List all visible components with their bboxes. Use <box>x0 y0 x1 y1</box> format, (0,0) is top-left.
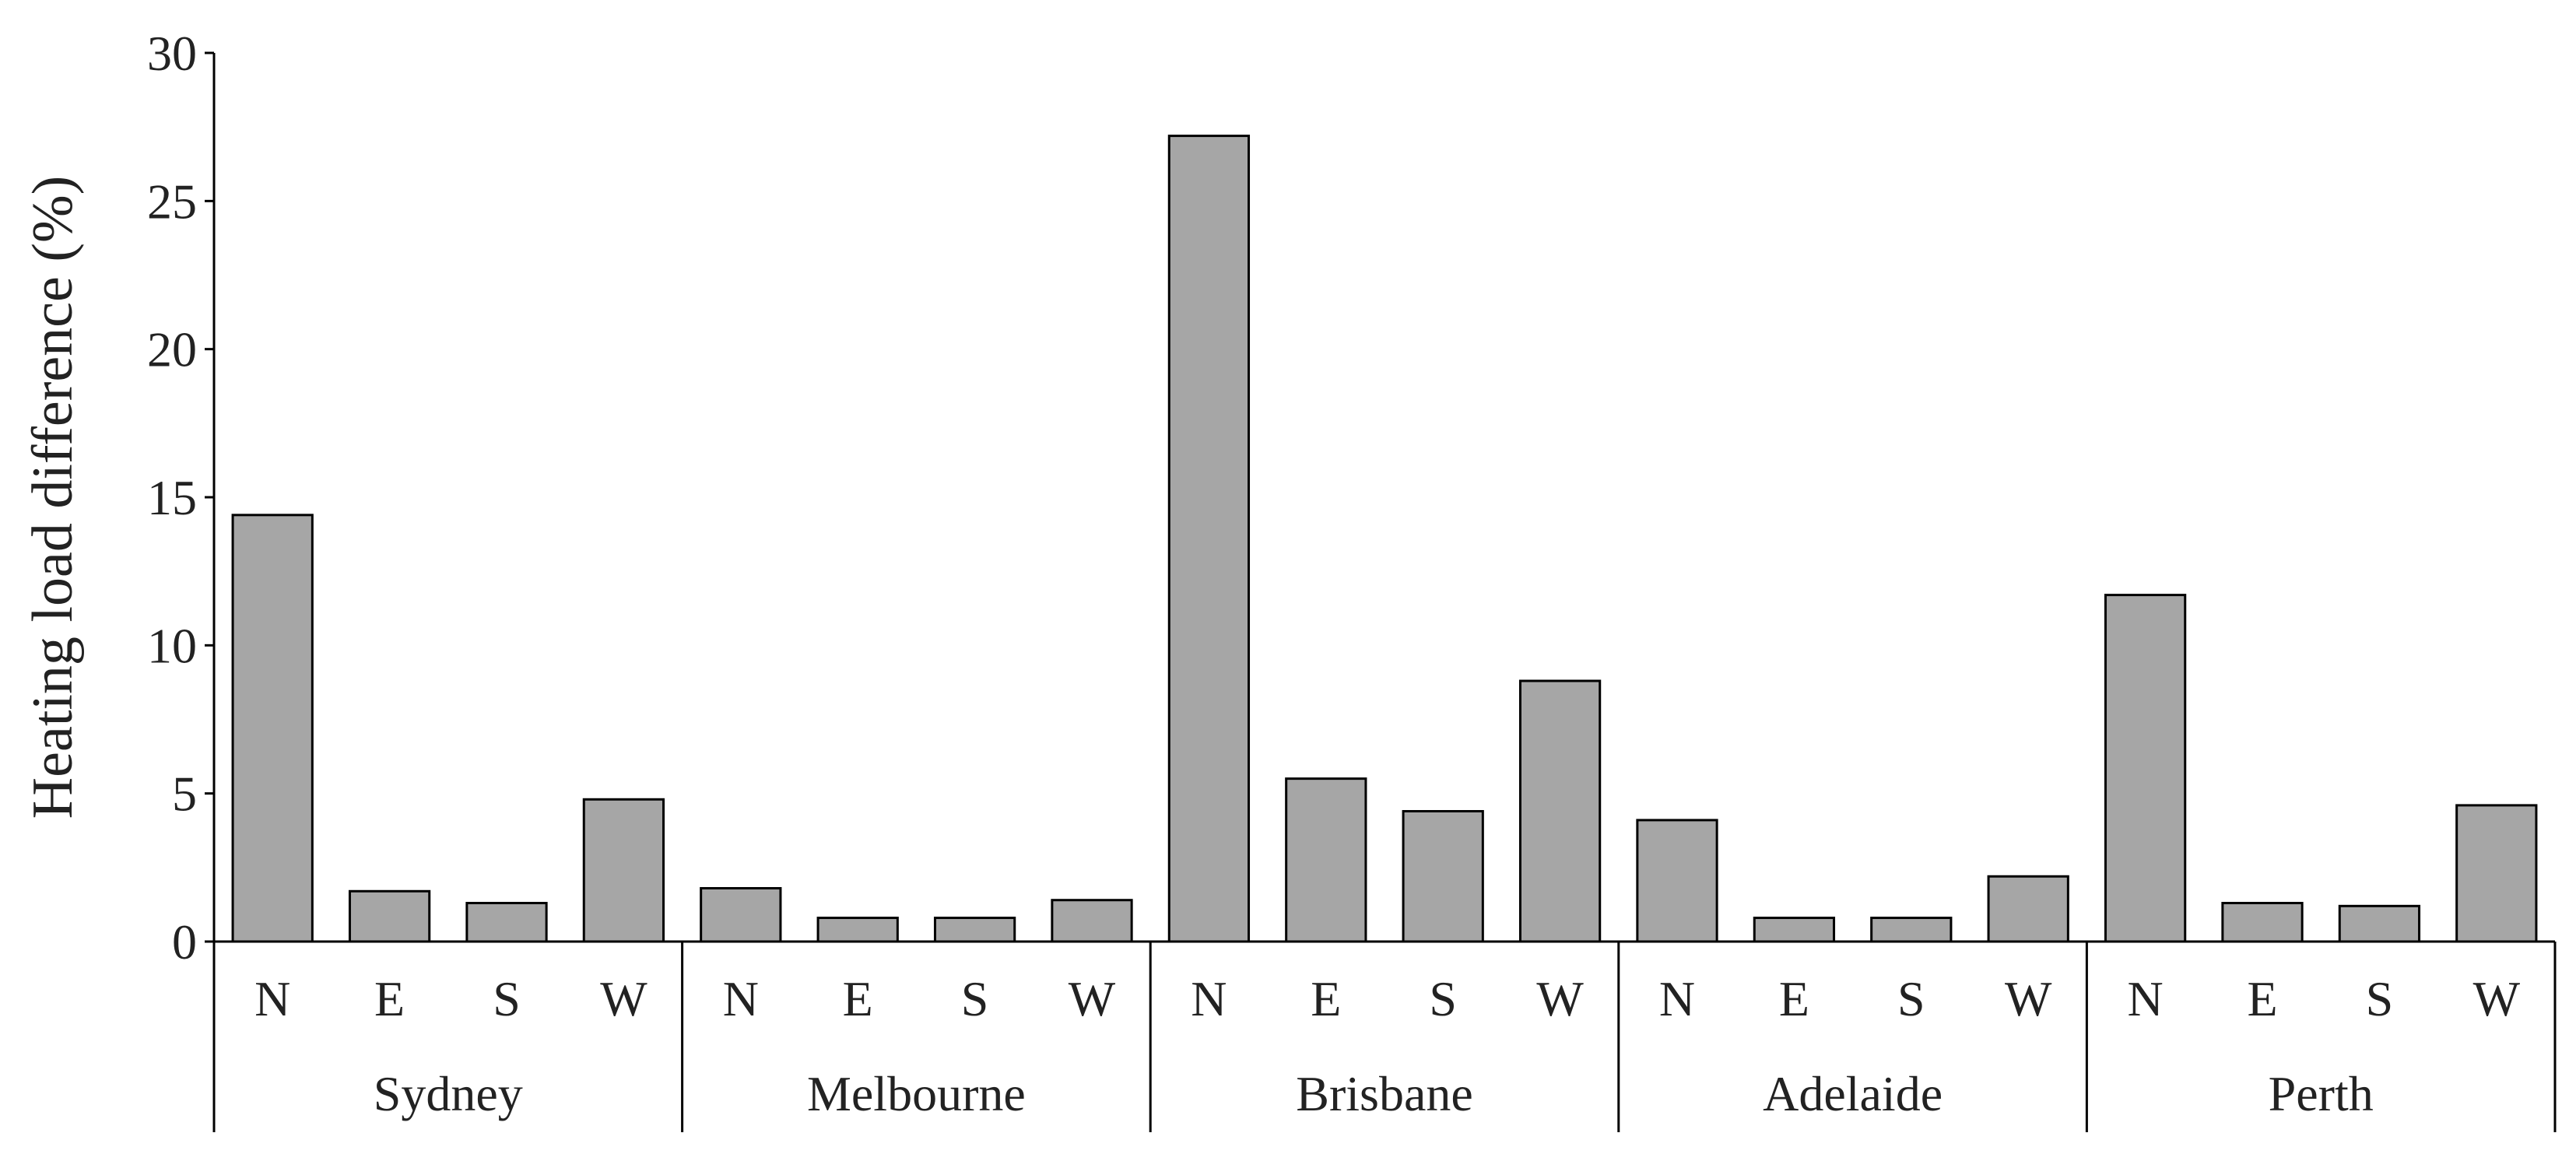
bar-perth-s <box>2338 904 2421 943</box>
x-axis-labels: N E S W Sydney N E S W Melbourne N E S W Brisbane N E S W A… <box>254 971 2521 1121</box>
bar-perth-w <box>2455 804 2538 943</box>
bar-sydney-e <box>348 889 431 943</box>
bars <box>231 135 2538 943</box>
bar-adelaide-e <box>1753 917 1836 943</box>
x-group-label: Perth <box>2269 1066 2374 1121</box>
x-category-label: N <box>254 971 290 1026</box>
bar-adelaide-s <box>1870 917 1953 943</box>
y-tick-label: 10 <box>147 618 197 673</box>
x-group-label: Sydney <box>374 1066 523 1121</box>
y-tick-label: 25 <box>147 174 197 229</box>
y-tick-label: 20 <box>147 322 197 377</box>
x-category-label: N <box>1659 971 1695 1026</box>
x-category-label: N <box>723 971 759 1026</box>
x-category-label: N <box>2127 971 2163 1026</box>
x-category-label: N <box>1191 971 1227 1026</box>
bar-melbourne-e <box>816 917 899 943</box>
y-axis-title-group: Heating load difference (%) <box>21 176 85 819</box>
bar-melbourne-n <box>700 886 782 943</box>
bar-adelaide-w <box>1987 875 2069 943</box>
bar-perth-e <box>2221 902 2304 943</box>
x-category-label: W <box>600 971 648 1026</box>
bar-brisbane-s <box>1402 810 1484 943</box>
bar-brisbane-e <box>1285 777 1367 943</box>
x-category-label: E <box>2247 971 2277 1026</box>
x-group-label: Adelaide <box>1763 1066 1943 1121</box>
bar-sydney-s <box>465 902 548 943</box>
y-axis-ticks: 0 5 10 15 20 25 30 <box>147 26 214 970</box>
x-category-label: E <box>843 971 873 1026</box>
x-group-label: Melbourne <box>807 1066 1026 1121</box>
x-category-label: W <box>1069 971 1116 1026</box>
bar-brisbane-w <box>1518 679 1602 943</box>
x-category-label: S <box>961 971 989 1026</box>
x-category-label: S <box>1897 971 1925 1026</box>
bar-melbourne-s <box>933 917 1016 943</box>
x-category-label: E <box>1779 971 1809 1026</box>
y-tick-label: 5 <box>172 766 197 822</box>
x-category-label: W <box>2005 971 2052 1026</box>
axes <box>212 53 2557 1132</box>
bar-melbourne-w <box>1051 899 1133 943</box>
bar-perth-n <box>2104 594 2187 943</box>
bar-sydney-w <box>582 798 665 943</box>
y-tick-label: 15 <box>147 470 197 525</box>
y-tick-label: 30 <box>147 26 197 81</box>
x-category-label: W <box>2473 971 2521 1026</box>
x-category-label: E <box>374 971 405 1026</box>
x-category-label: S <box>493 971 521 1026</box>
bar-brisbane-n <box>1167 135 1251 943</box>
x-category-label: S <box>2366 971 2394 1026</box>
bar-adelaide-n <box>1636 819 1718 943</box>
x-group-label: Brisbane <box>1296 1066 1473 1121</box>
x-category-label: W <box>1536 971 1584 1026</box>
y-tick-label: 0 <box>172 914 197 970</box>
x-category-label: E <box>1311 971 1341 1026</box>
x-category-label: S <box>1429 971 1457 1026</box>
y-axis-title: Heating load difference (%) <box>21 176 85 819</box>
bar-sydney-n <box>231 514 314 943</box>
